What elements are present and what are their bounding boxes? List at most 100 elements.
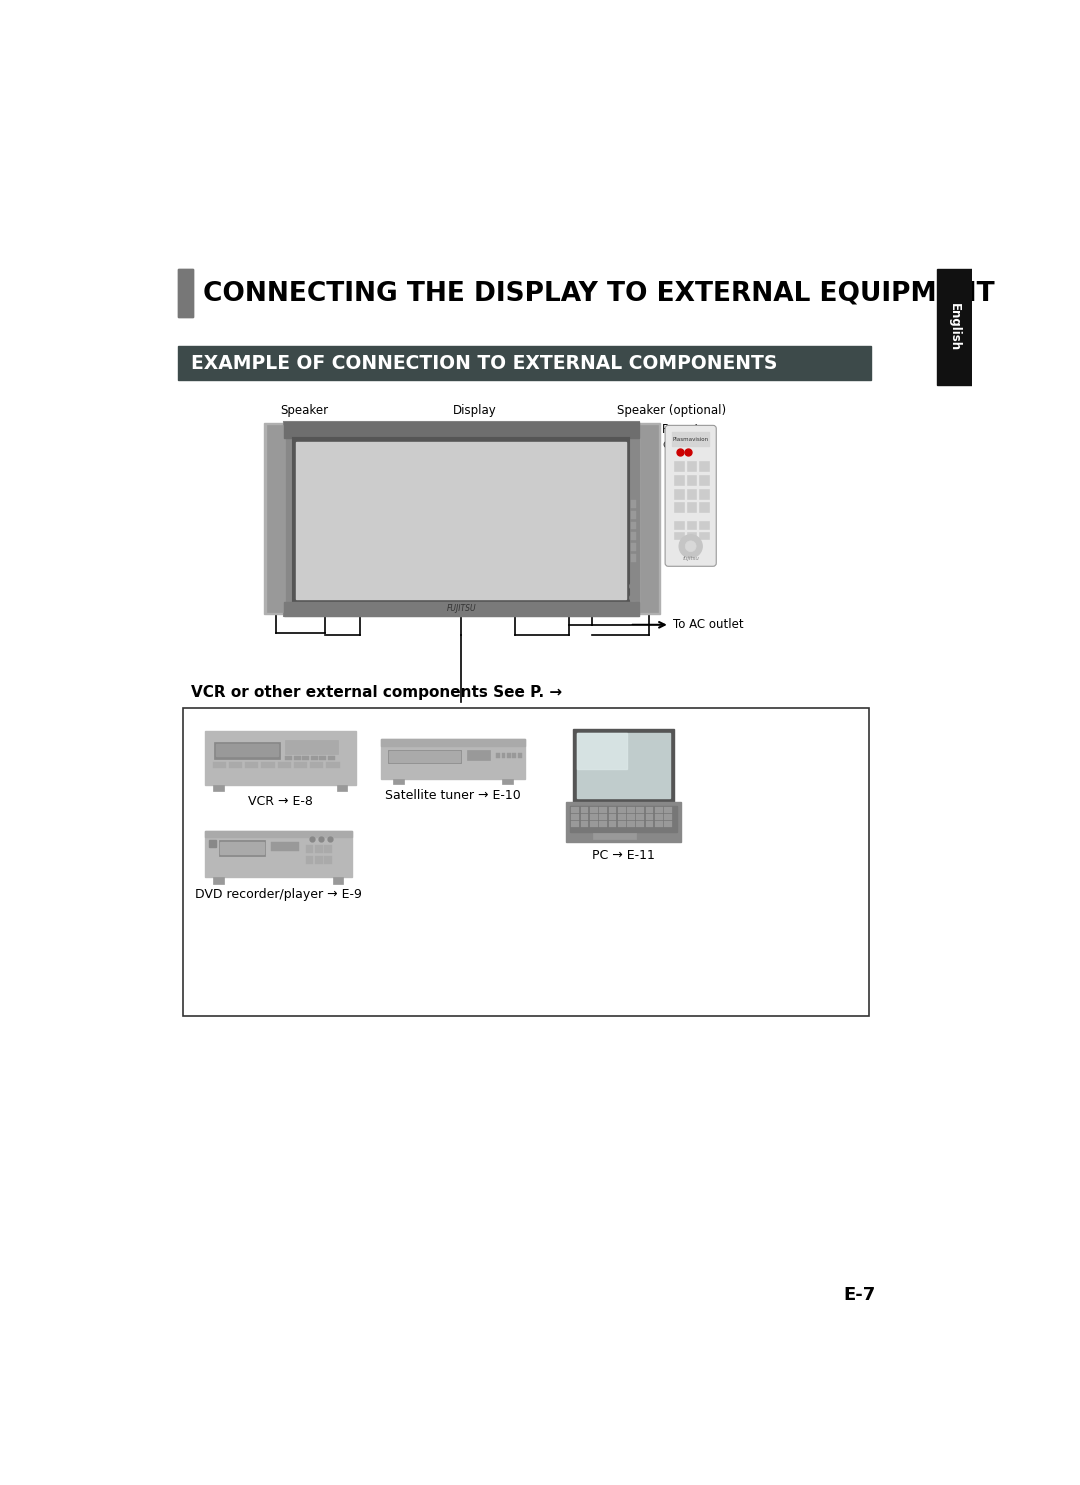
Bar (687, 489, 697, 499)
Bar (937, 269, 972, 385)
Circle shape (679, 535, 702, 558)
Bar (214, 742, 280, 759)
Bar (267, 425, 285, 612)
Bar (294, 756, 301, 760)
Text: fujitsu: fujitsu (683, 555, 699, 561)
Bar (631, 533, 636, 541)
Bar (294, 762, 307, 768)
Bar (284, 422, 638, 616)
Text: To AC outlet: To AC outlet (673, 618, 743, 631)
Bar (674, 502, 684, 512)
Text: Remote
control: Remote control (662, 423, 707, 451)
Bar (608, 814, 617, 820)
Bar (213, 762, 226, 768)
Bar (656, 821, 663, 827)
Bar (608, 821, 617, 827)
Bar (324, 845, 332, 854)
Bar (577, 732, 627, 769)
Text: VCR or other external components See P. →: VCR or other external components See P. … (191, 685, 562, 699)
Bar (699, 521, 708, 529)
Bar (646, 821, 653, 827)
Bar (674, 532, 684, 539)
Bar (646, 808, 653, 812)
Bar (271, 842, 298, 851)
Bar (571, 808, 579, 812)
Bar (572, 729, 674, 802)
Bar (699, 532, 708, 539)
Bar (672, 432, 710, 446)
Bar (636, 814, 644, 820)
Bar (639, 425, 658, 612)
Bar (674, 460, 684, 471)
Bar (571, 814, 579, 820)
Bar (631, 554, 636, 561)
Bar (577, 732, 670, 797)
Bar (278, 762, 291, 768)
Bar (593, 833, 636, 839)
Bar (687, 460, 697, 471)
Bar (566, 802, 680, 842)
Bar (213, 786, 225, 792)
Circle shape (630, 594, 637, 601)
Bar (284, 601, 638, 616)
Bar (618, 821, 625, 827)
Bar (656, 808, 663, 812)
Bar (216, 744, 278, 756)
Bar (302, 756, 309, 760)
Text: Satellite tuner → E-10: Satellite tuner → E-10 (386, 789, 521, 802)
Bar (590, 821, 597, 827)
Bar (581, 814, 589, 820)
Bar (210, 841, 216, 846)
Bar (285, 756, 293, 760)
Bar (261, 762, 274, 768)
Bar (177, 269, 193, 316)
Bar (310, 762, 323, 768)
Bar (324, 855, 332, 864)
Bar (183, 708, 869, 1016)
Bar (631, 544, 636, 551)
Circle shape (685, 541, 697, 551)
Bar (664, 821, 672, 827)
Bar (687, 502, 697, 512)
Text: Plasmavision: Plasmavision (673, 437, 708, 441)
Text: Speaker: Speaker (280, 404, 328, 417)
Text: PC → E-11: PC → E-11 (592, 849, 654, 863)
Bar (699, 460, 708, 471)
Text: FUJITSU: FUJITSU (446, 604, 476, 613)
Bar (218, 841, 266, 855)
Bar (687, 532, 697, 539)
Text: CONNECTING THE DISPLAY TO EXTERNAL EQUIPMENT: CONNECTING THE DISPLAY TO EXTERNAL EQUIP… (203, 281, 995, 307)
Bar (512, 753, 516, 757)
Bar (631, 521, 636, 529)
Bar (687, 521, 697, 529)
Bar (381, 738, 525, 747)
Bar (296, 441, 626, 598)
Bar (631, 511, 636, 518)
Bar (571, 821, 579, 827)
Bar (599, 808, 607, 812)
Text: VCR → E-8: VCR → E-8 (248, 796, 313, 808)
Bar (220, 842, 264, 854)
Bar (674, 475, 684, 484)
Bar (205, 731, 356, 786)
Text: DVD recorder/player → E-9: DVD recorder/player → E-9 (194, 888, 362, 901)
Bar (570, 806, 677, 832)
Text: EXAMPLE OF CONNECTION TO EXTERNAL COMPONENTS: EXAMPLE OF CONNECTION TO EXTERNAL COMPON… (191, 355, 778, 373)
Bar (699, 489, 708, 499)
Bar (599, 821, 607, 827)
Bar (699, 475, 708, 484)
Bar (664, 808, 672, 812)
Bar (320, 756, 326, 760)
Bar (699, 502, 708, 512)
Bar (637, 423, 661, 613)
Bar (581, 808, 589, 812)
Bar (177, 269, 193, 316)
Bar (213, 878, 225, 884)
Bar (636, 821, 644, 827)
Bar (205, 832, 352, 838)
Bar (314, 845, 323, 854)
Bar (627, 814, 635, 820)
Bar (388, 750, 461, 763)
Bar (467, 750, 490, 760)
Bar (285, 741, 338, 754)
